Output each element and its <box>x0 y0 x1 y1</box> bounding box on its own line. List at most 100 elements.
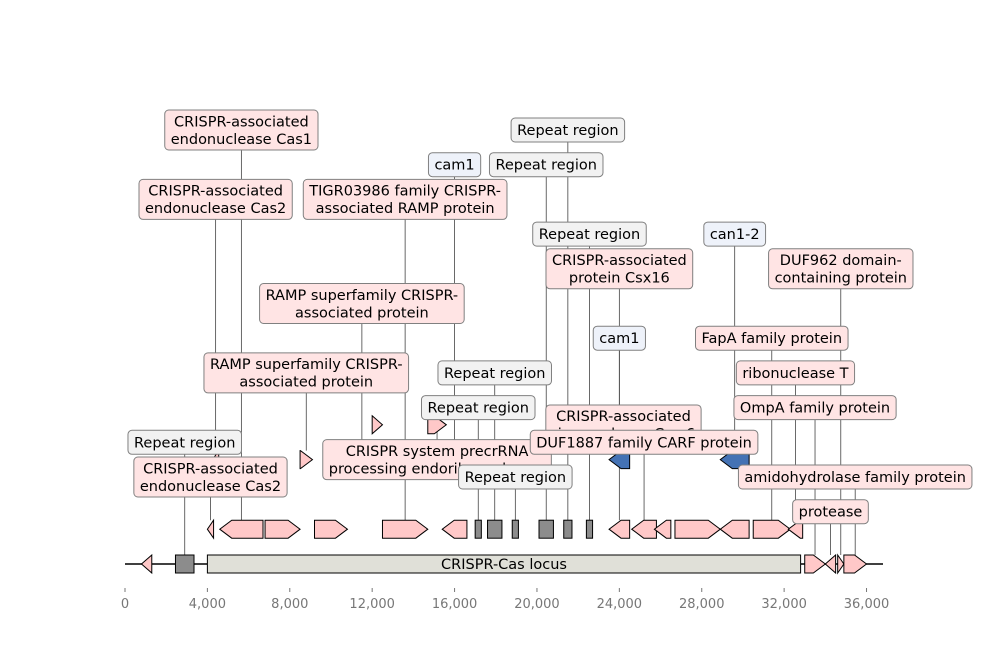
feat-gene-13-label-line: CRISPR-associated <box>552 253 687 269</box>
feat-repeat-02[interactable] <box>474 519 482 539</box>
axis-tick-label: 24,000 <box>597 597 643 612</box>
feat-cam-02-label: cam1 <box>592 325 646 351</box>
feat-gene-23-label: DUF962 domain-containing protein <box>768 248 914 290</box>
feat-gene-19[interactable] <box>752 519 792 539</box>
feat-gene-04[interactable] <box>218 519 264 539</box>
feat-gene-15[interactable] <box>630 519 657 539</box>
feat-gene-04-label-box <box>164 109 319 151</box>
feat-repeat-05-label-line: Repeat region <box>495 158 597 174</box>
feat-gene-23-label-box <box>768 248 914 290</box>
feat-gene-03-label-line: endonuclease Cas2 <box>145 201 286 217</box>
feat-gene-08-label-line: RAMP superfamily CRISPR- <box>266 288 459 304</box>
feat-gene-20-label: ribonuclease T <box>735 360 856 386</box>
axis-tick-label: 28,000 <box>679 597 725 612</box>
feat-gene-06-label-box <box>203 352 410 394</box>
feat-repeat-06-label-line: Repeat region <box>517 123 619 139</box>
feat-gene-21-label-box <box>733 395 897 421</box>
feat-gene-22-label-box <box>792 499 869 525</box>
feat-repeat-07-label-line: Repeat region <box>539 227 641 243</box>
feat-repeat-01[interactable] <box>174 554 195 574</box>
feat-gene-07[interactable] <box>314 519 349 539</box>
feat-repeat-04-label-line: Repeat region <box>465 470 567 486</box>
feat-gene-20-label-line: ribonuclease T <box>742 366 848 382</box>
feat-gene-19-label-box <box>694 325 849 351</box>
feat-gene-13-label-line: protein Csx16 <box>569 271 670 287</box>
feat-gene-16[interactable] <box>653 519 672 539</box>
feat-gene-19-label-line: FapA family protein <box>701 331 842 347</box>
feat-gene-21-label: OmpA family protein <box>733 395 897 421</box>
feat-repeat-01-label: Repeat region <box>127 429 242 455</box>
feat-gene-02-label-line: endonuclease Cas2 <box>140 479 281 495</box>
feat-gene-09[interactable] <box>371 414 384 435</box>
feat-repeat-03[interactable] <box>487 519 503 539</box>
feat-cam-02-label-line: cam1 <box>599 331 639 347</box>
feat-repeat-02-label: Repeat region <box>420 395 536 421</box>
feat-repeat-07-label-box <box>532 221 647 247</box>
feat-repeat-07[interactable] <box>585 519 594 539</box>
feat-repeat-07-label: Repeat region <box>532 221 647 247</box>
feat-repeat-05-label: Repeat region <box>488 152 604 178</box>
feat-gene-04-label: CRISPR-associated endonuclease Cas1 <box>164 109 319 151</box>
feat-repeat-04-label-box <box>458 464 573 490</box>
feat-gene-03-label-box <box>138 178 293 220</box>
feat-gene-22[interactable] <box>824 553 837 575</box>
feat-gene-22-label: protease <box>792 499 869 525</box>
feat-cam-02-label-box <box>592 325 646 351</box>
feat-gene-24-label: amidohydrolase family protein <box>737 464 973 490</box>
feat-gene-05[interactable] <box>264 519 301 539</box>
feat-gene-06-label-line: associated protein <box>239 375 373 391</box>
feat-gene-19-label: FapA family protein <box>694 325 849 351</box>
feat-gene-24[interactable] <box>843 554 868 574</box>
feat-gene-13[interactable] <box>608 519 631 539</box>
feat-cam-03-label-box <box>703 221 767 247</box>
position-axis: 0 4,000 8,000 12,000 16,000 20,000 24,000 28,00… <box>121 588 889 612</box>
axis-tick-label: 0 <box>121 597 129 612</box>
feat-gene-18[interactable] <box>719 519 750 539</box>
feat-gene-10-label-line: associated RAMP protein <box>316 201 495 217</box>
axis-tick-label: 4,000 <box>189 597 226 612</box>
axis-tick-label: 12,000 <box>349 597 395 612</box>
feat-gene-01[interactable] <box>140 553 153 575</box>
feat-gene-10-label: TIGR03986 family CRISPR-associated RAMP … <box>302 178 508 220</box>
feature-labels: Repeat regionCRISPR-associatedendonuclea… <box>127 109 973 525</box>
feat-gene-02-label-line: CRISPR-associated <box>143 461 278 477</box>
feat-gene-04-label-line: endonuclease Cas1 <box>171 132 312 148</box>
feat-gene-23-label-line: containing protein <box>775 271 907 287</box>
feat-gene-17[interactable] <box>674 519 722 539</box>
feat-gene-14-label-line: CRISPR-associated <box>556 409 691 425</box>
feat-cam-03-label: can1-2 <box>703 221 767 247</box>
feat-gene-10-label-box <box>302 178 508 220</box>
feat-cam-01-label-line: cam1 <box>434 158 474 174</box>
feat-gene-04-label-line: CRISPR-associated <box>174 114 309 130</box>
feat-repeat-03-label-line: Repeat region <box>444 366 546 382</box>
feat-gene-08-label-line: associated protein <box>295 305 429 321</box>
feat-repeat-04-label: Repeat region <box>458 464 573 490</box>
feat-gene-02[interactable] <box>206 518 215 540</box>
feat-repeat-06[interactable] <box>563 519 573 539</box>
feat-repeat-04[interactable] <box>511 519 519 539</box>
feat-cam-03-label-line: can1-2 <box>710 227 760 243</box>
feat-gene-15-label-box <box>529 429 759 455</box>
feat-repeat-05[interactable] <box>538 519 554 539</box>
feat-gene-23[interactable] <box>837 553 845 575</box>
feat-gene-21[interactable] <box>804 554 827 574</box>
axis-tick-label: 36,000 <box>844 597 890 612</box>
feat-gene-03-label-line: CRISPR-associated <box>148 184 283 200</box>
feat-gene-13-label: CRISPR-associated protein Csx16 <box>545 248 694 290</box>
feat-gene-11-label-line: CRISPR system precrRNA <box>346 444 529 460</box>
locus-label: CRISPR-Cas locus <box>441 557 567 573</box>
feat-gene-10[interactable] <box>381 519 429 539</box>
feat-repeat-03-label-box <box>437 360 552 386</box>
feat-repeat-05-label-box <box>488 152 604 178</box>
locus-box[interactable] <box>206 554 802 574</box>
feat-gene-24-label-box <box>737 464 973 490</box>
crispr-cas-locus[interactable]: CRISPR-Cas locus <box>206 554 802 574</box>
axis-tick-label: 32,000 <box>761 597 807 612</box>
feat-repeat-06-label: Repeat region <box>510 117 626 143</box>
feat-gene-12[interactable] <box>441 519 468 539</box>
feat-gene-06-label-line: RAMP superfamily CRISPR- <box>210 357 403 373</box>
feat-gene-24-label-line: amidohydrolase family protein <box>744 470 966 486</box>
axis-tick-label: 8,000 <box>271 597 308 612</box>
feat-gene-06[interactable] <box>299 450 314 470</box>
